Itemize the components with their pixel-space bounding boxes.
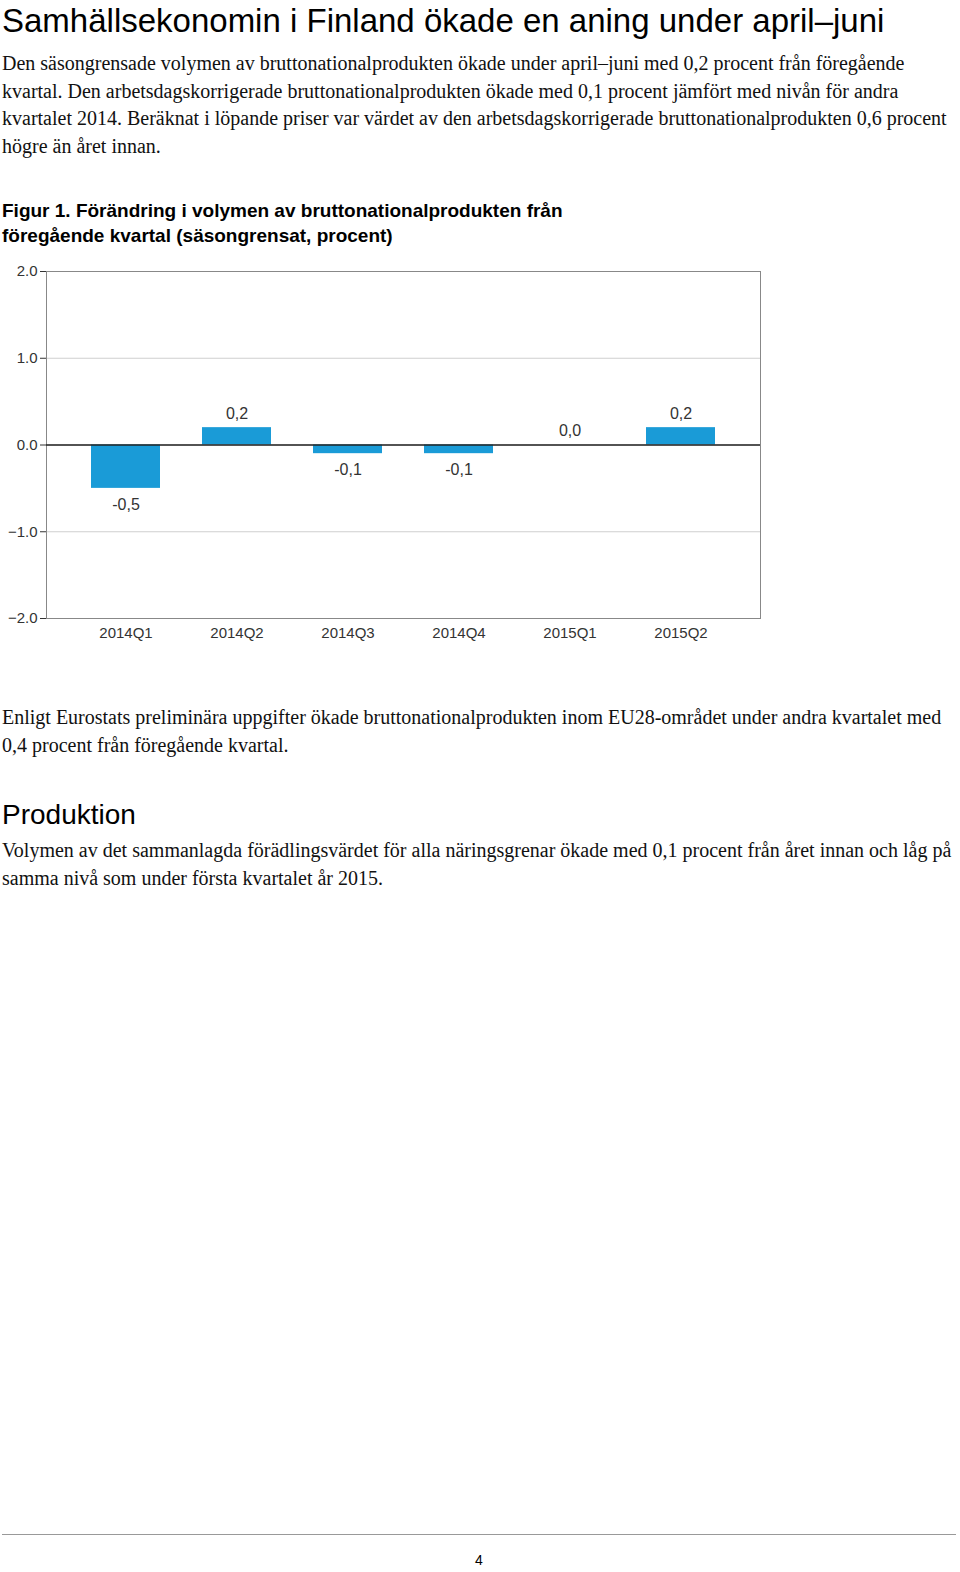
svg-text:-0,5: -0,5 [112, 495, 140, 512]
svg-text:-0,1: -0,1 [445, 461, 473, 478]
svg-text:2015Q2: 2015Q2 [654, 624, 707, 641]
svg-text:2014Q3: 2014Q3 [321, 624, 374, 641]
svg-text:2.0: 2.0 [17, 262, 38, 279]
svg-text:0,2: 0,2 [670, 405, 692, 422]
html-text:Enligt Eurostats preliminära u: Enligt Eurostats preliminära uppgifter ö… [2, 706, 942, 756]
html-text:Den säsongrensade volymen av b: Den säsongrensade volymen av bruttonatio… [2, 52, 947, 157]
svg-text:2014Q1: 2014Q1 [99, 624, 152, 641]
svg-text:−2.0: −2.0 [8, 609, 38, 626]
svg-text:2015Q1: 2015Q1 [543, 624, 596, 641]
svg-text:0,0: 0,0 [559, 422, 581, 439]
html-text:Samhällsekonomin i Finland öka: Samhällsekonomin i Finland ökade en anin… [2, 2, 885, 39]
svg-text:2014Q4: 2014Q4 [432, 624, 485, 641]
html-text:Figur 1. Förändring i volymen: Figur 1. Förändring i volymen av brutton… [2, 200, 563, 246]
svg-text:2014Q2: 2014Q2 [210, 624, 263, 641]
svg-text:1.0: 1.0 [17, 349, 38, 366]
svg-text:0,2: 0,2 [226, 405, 248, 422]
svg-text:0.0: 0.0 [17, 436, 38, 453]
html-text:Produktion: Produktion [2, 799, 136, 830]
html-text:Volymen av det sammanlagda för: Volymen av det sammanlagda förädlingsvär… [2, 839, 952, 889]
svg-text:−1.0: −1.0 [8, 523, 38, 540]
html-text:4: 4 [475, 1552, 483, 1568]
svg-text:-0,1: -0,1 [334, 461, 362, 478]
